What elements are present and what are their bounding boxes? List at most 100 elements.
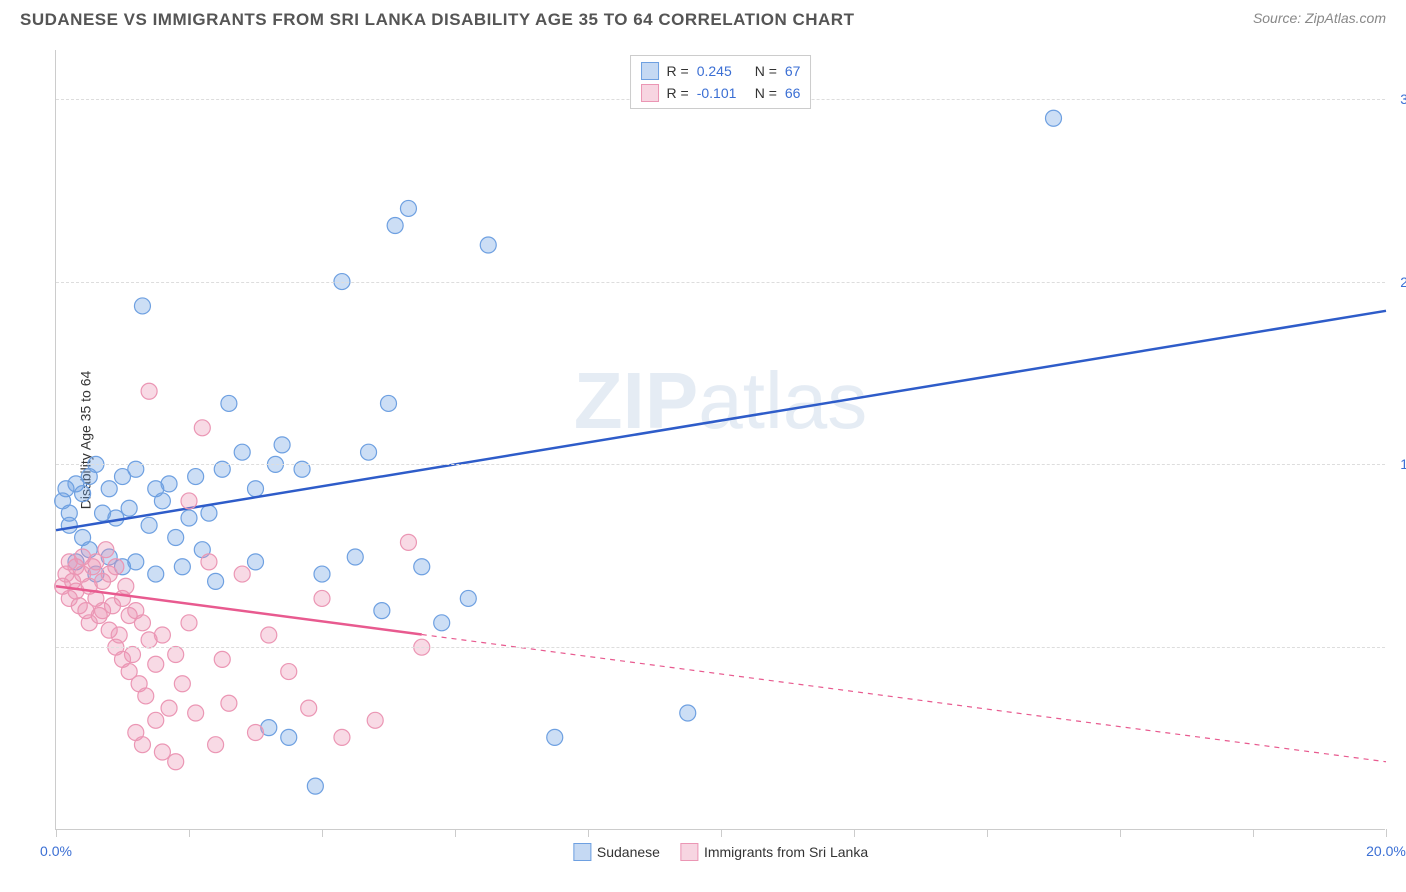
scatter-point: [374, 603, 390, 619]
legend-n-value: 66: [785, 85, 801, 101]
scatter-point: [307, 778, 323, 794]
scatter-point: [208, 573, 224, 589]
scatter-point: [111, 627, 127, 643]
scatter-point: [174, 676, 190, 692]
gridline: [56, 464, 1385, 465]
x-tick: [1120, 829, 1121, 837]
scatter-point: [314, 566, 330, 582]
scatter-point: [400, 200, 416, 216]
scatter-point: [148, 712, 164, 728]
scatter-point: [281, 729, 297, 745]
scatter-point: [381, 395, 397, 411]
legend-row: R =-0.101N =66: [641, 82, 801, 104]
scatter-point: [414, 559, 430, 575]
scatter-point: [168, 754, 184, 770]
legend-swatch: [680, 843, 698, 861]
scatter-plot-svg: [56, 50, 1385, 829]
scatter-point: [124, 647, 140, 663]
scatter-point: [248, 725, 264, 741]
scatter-point: [161, 700, 177, 716]
scatter-point: [387, 218, 403, 234]
scatter-point: [221, 695, 237, 711]
scatter-point: [194, 420, 210, 436]
x-tick-label: 20.0%: [1366, 843, 1406, 859]
y-tick-label: 22.5%: [1390, 274, 1406, 290]
scatter-point: [201, 505, 217, 521]
scatter-point: [134, 615, 150, 631]
scatter-point: [98, 542, 114, 558]
scatter-point: [301, 700, 317, 716]
scatter-point: [181, 615, 197, 631]
scatter-point: [61, 517, 77, 533]
scatter-point: [234, 566, 250, 582]
legend-swatch: [641, 84, 659, 102]
scatter-point: [248, 554, 264, 570]
legend-n-value: 67: [785, 63, 801, 79]
scatter-point: [214, 651, 230, 667]
x-tick-label: 0.0%: [40, 843, 72, 859]
legend-n-label: N =: [755, 85, 777, 101]
y-tick-label: 7.5%: [1390, 639, 1406, 655]
scatter-point: [314, 590, 330, 606]
gridline: [56, 282, 1385, 283]
source-attribution: Source: ZipAtlas.com: [1253, 10, 1386, 26]
chart-title: SUDANESE VS IMMIGRANTS FROM SRI LANKA DI…: [20, 10, 854, 30]
scatter-point: [118, 578, 134, 594]
scatter-point: [680, 705, 696, 721]
y-tick-label: 30.0%: [1390, 91, 1406, 107]
scatter-point: [154, 744, 170, 760]
legend-r-value: 0.245: [697, 63, 747, 79]
scatter-point: [208, 737, 224, 753]
scatter-point: [154, 493, 170, 509]
legend-item: Immigrants from Sri Lanka: [680, 843, 868, 861]
x-tick: [455, 829, 456, 837]
scatter-point: [141, 517, 157, 533]
scatter-point: [161, 476, 177, 492]
scatter-point: [274, 437, 290, 453]
plot-area: Disability Age 35 to 64 ZIPatlas R =0.24…: [55, 50, 1385, 830]
scatter-point: [121, 500, 137, 516]
scatter-point: [181, 510, 197, 526]
scatter-point: [148, 656, 164, 672]
y-tick-label: 15.0%: [1390, 456, 1406, 472]
legend-swatch: [573, 843, 591, 861]
scatter-point: [188, 705, 204, 721]
legend-item: Sudanese: [573, 843, 660, 861]
legend-swatch: [641, 62, 659, 80]
legend-row: R =0.245N =67: [641, 60, 801, 82]
legend-r-label: R =: [667, 85, 689, 101]
scatter-point: [168, 530, 184, 546]
legend-n-label: N =: [755, 63, 777, 79]
scatter-point: [547, 729, 563, 745]
scatter-point: [75, 486, 91, 502]
scatter-point: [434, 615, 450, 631]
scatter-point: [347, 549, 363, 565]
series-legend: Sudanese Immigrants from Sri Lanka: [573, 843, 868, 861]
trendline: [56, 311, 1386, 530]
x-tick: [854, 829, 855, 837]
scatter-point: [361, 444, 377, 460]
gridline: [56, 647, 1385, 648]
x-tick: [987, 829, 988, 837]
scatter-point: [148, 566, 164, 582]
scatter-point: [174, 559, 190, 575]
scatter-point: [480, 237, 496, 253]
scatter-point: [168, 647, 184, 663]
scatter-point: [188, 469, 204, 485]
legend-label: Sudanese: [597, 844, 660, 860]
scatter-point: [460, 590, 476, 606]
scatter-point: [181, 493, 197, 509]
x-tick: [1253, 829, 1254, 837]
x-tick: [189, 829, 190, 837]
scatter-point: [367, 712, 383, 728]
scatter-point: [334, 729, 350, 745]
scatter-point: [138, 688, 154, 704]
x-tick: [56, 829, 57, 837]
x-tick: [322, 829, 323, 837]
x-tick: [721, 829, 722, 837]
scatter-point: [221, 395, 237, 411]
scatter-point: [154, 627, 170, 643]
scatter-point: [1046, 110, 1062, 126]
trendline-dashed: [422, 635, 1386, 762]
scatter-point: [108, 559, 124, 575]
